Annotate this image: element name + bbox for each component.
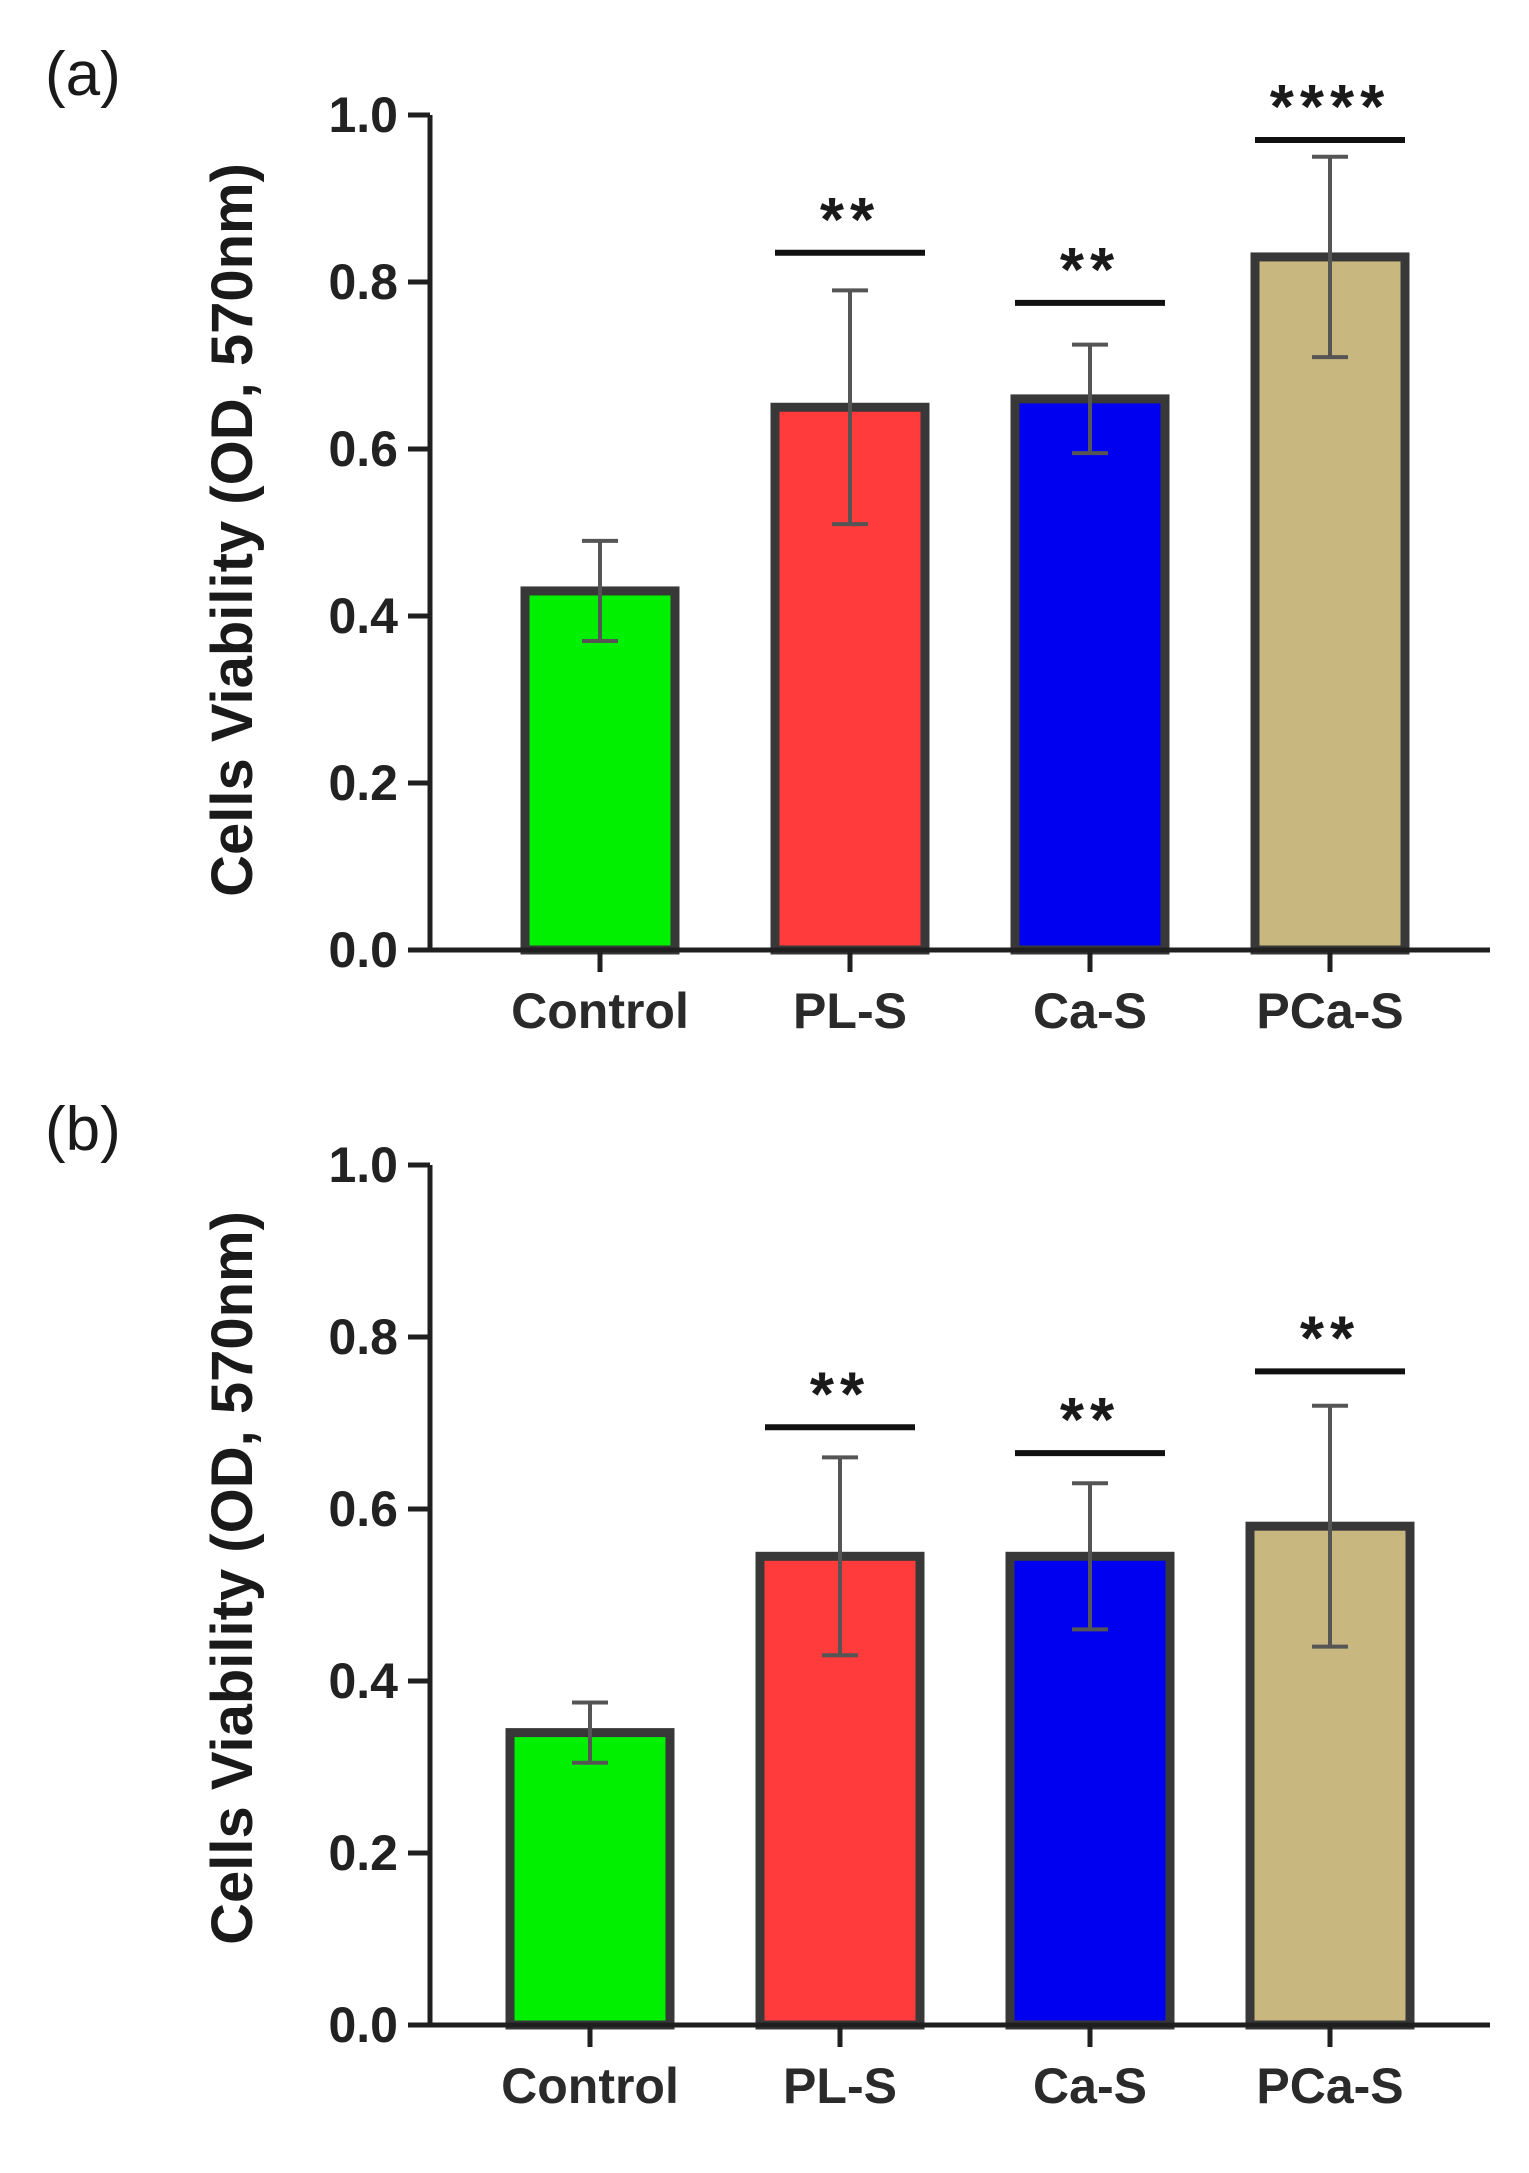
panel-a-y-tick-label: 1.0	[328, 87, 398, 143]
panel-a-y-tick-label: 0.2	[328, 755, 398, 811]
panel-b-y-tick-label: 0.8	[328, 1309, 398, 1365]
panel-a-significance-label: ****	[1270, 73, 1391, 142]
panel-a-y-tick-label: 0.4	[328, 588, 398, 644]
panel-a-x-tick-label: Ca-S	[1033, 983, 1147, 1039]
panel-b-bar-control	[505, 1728, 675, 2030]
panel-a-bar-control	[520, 586, 680, 955]
panel-b-label: (b)	[45, 1095, 121, 1164]
panel-a-x-tick-label: PCa-S	[1256, 983, 1403, 1039]
panel-a-y-tick-label: 0.0	[328, 922, 398, 978]
panel-a-x-tick-label: Control	[511, 983, 689, 1039]
panel-a-label: (a)	[45, 40, 121, 109]
panel-b-x-tick-label: Control	[501, 2058, 679, 2114]
panel-b-y-tick-label: 0.6	[328, 1481, 398, 1537]
panel-a-y-tick-label: 0.6	[328, 421, 398, 477]
panel-b-y-tick-label: 0.4	[328, 1653, 398, 1709]
panel-b-x-tick-label: PL-S	[783, 2058, 897, 2114]
panel-a-bar-ca-s	[1010, 394, 1170, 955]
panel-b-significance-label: **	[1300, 1304, 1360, 1373]
panel-b-x-tick-label: PCa-S	[1256, 2058, 1403, 2114]
panel-b-y-tick-label: 1.0	[328, 1137, 398, 1193]
panel-a-y-tick-label: 0.8	[328, 254, 398, 310]
panel-b-y-tick-label: 0.0	[328, 1997, 398, 2053]
panel-b-y-axis-label: Cells Viability (OD, 570nm)	[200, 1211, 265, 1945]
panel-b-x-tick-label: Ca-S	[1033, 2058, 1147, 2114]
panel-a-x-tick-label: PL-S	[793, 983, 907, 1039]
panel-b: (b) Cells Viability (OD, 570nm) 0.0 0.2 0.…	[45, 1095, 1490, 2114]
panel-a-y-axis-label: Cells Viability (OD, 570nm)	[200, 163, 265, 897]
panel-a-bar-pca-s	[1250, 252, 1410, 955]
panel-b-significance-label: **	[810, 1360, 870, 1429]
panel-b-significance-label: **	[1060, 1386, 1120, 1455]
panel-a-significance-label: **	[820, 186, 880, 255]
panel-b-y-tick-label: 0.2	[328, 1825, 398, 1881]
panel-a-significance-label: **	[1060, 236, 1120, 305]
panel-b-bar-ca-s	[1005, 1551, 1175, 2030]
panel-a: (a) Cells Viability (OD, 570nm) 0.0 0.2 0.…	[45, 40, 1490, 1039]
